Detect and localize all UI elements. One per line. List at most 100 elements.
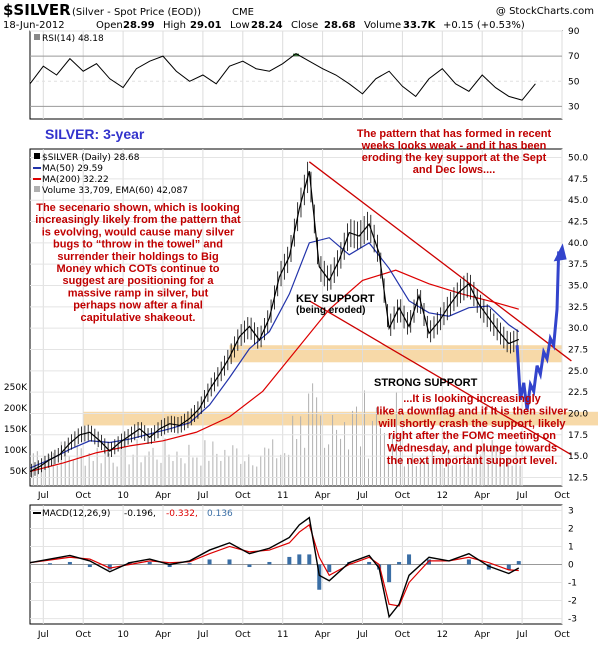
price-xtick-5: Oct <box>235 491 251 501</box>
macd-histogram-bar-11 <box>247 564 252 568</box>
volume-ytick-3: 200K <box>4 404 28 414</box>
pattern-line-0: The pattern that has formed in recent <box>357 128 552 140</box>
stat-label-4: Volume <box>364 20 401 31</box>
rsi-line <box>29 53 536 101</box>
pattern-line-1: weeks looks weak - and it has been <box>361 140 547 152</box>
macd-signal-line <box>29 523 519 607</box>
macd-xtick-5: Oct <box>235 630 251 640</box>
price-ytick-9: 35.0 <box>568 282 588 292</box>
rsi-legend: RSI(14) 48.18 <box>42 34 104 44</box>
macd-histogram-bar-15 <box>307 554 312 565</box>
macd-ytick-6: 3 <box>568 506 574 516</box>
price-ytick-10: 37.5 <box>568 260 588 270</box>
rsi-legend-swatch <box>34 34 40 40</box>
macd-line <box>29 516 520 619</box>
macd-xtick-8: Jul <box>356 630 368 640</box>
macd-ytick-4: 1 <box>568 542 574 552</box>
stat-value-5: +0.15 (+0.53%) <box>443 20 525 31</box>
price-xtick-8: Jul <box>356 491 368 501</box>
strong-support-band <box>83 411 598 426</box>
macd-histogram-bar-19 <box>367 561 372 565</box>
price-legend: $SILVER (Daily) 28.68 <box>42 153 140 163</box>
macd-histogram-bar-14 <box>297 554 302 565</box>
pattern-line-3: and Dec lows.... <box>413 164 496 176</box>
macd-histogram-bar-6 <box>147 561 152 565</box>
price-xtick-6: 11 <box>277 491 288 501</box>
price-xtick-9: Oct <box>395 491 411 501</box>
macd-histogram-bar-28 <box>506 564 511 570</box>
macd-histogram-bar-29 <box>516 561 521 565</box>
channel-upper-line <box>308 161 572 362</box>
projection-arrowhead <box>553 243 567 262</box>
macd-histogram-bar-23 <box>407 554 412 565</box>
downflag-line-1: like a downflag and if it is then silver <box>376 405 568 417</box>
annotation-pattern: The pattern that has formed in recentwee… <box>357 128 552 176</box>
price-xtick-10: 12 <box>437 491 448 501</box>
macd-histogram-bar-1 <box>47 563 52 565</box>
volume-ytick-1: 100K <box>4 446 28 456</box>
price-ytick-3: 20.0 <box>568 409 588 419</box>
downflag-line-5: the next important support level. <box>387 455 558 467</box>
scenario-line-4: surrender their holdings to Big <box>57 251 218 263</box>
price-ytick-13: 45.0 <box>568 196 588 206</box>
price-ytick-11: 40.0 <box>568 239 588 249</box>
scenario-line-6: suggest are positioning for a <box>63 275 215 287</box>
price-xtick-2: 10 <box>117 491 129 501</box>
macd-ytick-0: -3 <box>568 615 577 625</box>
scenario-line-8: perhaps now after a final <box>73 300 203 312</box>
downflag-line-4: Wednesday, and plunge towards <box>387 443 557 455</box>
macd-xtick-12: Jul <box>516 630 528 640</box>
macd-xtick-11: Apr <box>474 630 490 640</box>
macd-histogram-bar-9 <box>207 559 212 565</box>
macd-xtick-10: 12 <box>437 630 448 640</box>
rsi-ob-fill-20 <box>293 53 299 57</box>
downflag-line-3: right after the FOMC meeting on <box>388 430 556 442</box>
price-ytick-12: 42.5 <box>568 218 588 228</box>
price-xtick-3: Apr <box>155 491 171 501</box>
series-lines <box>29 53 572 619</box>
macd-xtick-4: Jul <box>196 630 208 640</box>
volume-legend-swatch <box>34 186 40 192</box>
rsi-ytick-0: 30 <box>568 102 580 112</box>
downflag-line-2: will shortly crash the support, likely <box>377 418 566 430</box>
price-xtick-1: Oct <box>75 491 91 501</box>
price-legend-swatch <box>34 153 40 159</box>
macd-legend-label: MACD(12,26,9) <box>42 509 110 519</box>
volume-legend: Volume 33,709, EMA(60) 42,087 <box>42 186 188 196</box>
price-ytick-5: 25.0 <box>568 367 588 377</box>
channel-lower-line <box>308 300 572 456</box>
stat-label-2: Low <box>230 20 250 31</box>
header-symbol: $SILVER <box>3 1 71 19</box>
grid-lines <box>30 30 563 624</box>
strong-support-label: STRONG SUPPORT <box>374 377 478 389</box>
stat-label-3: Close <box>291 20 318 31</box>
pattern-line-2: eroding the key support at the Sept <box>362 152 547 164</box>
key-support-label: KEY SUPPORT <box>296 293 375 305</box>
macd-xtick-2: 10 <box>117 630 129 640</box>
macd-histogram-bar-7 <box>167 564 172 568</box>
price-ytick-6: 27.5 <box>568 345 588 355</box>
projection-path <box>515 251 561 411</box>
stat-value-3: 28.68 <box>324 20 356 31</box>
header-exchange: CME <box>232 7 254 18</box>
macd-histogram-bar-21 <box>387 564 392 583</box>
volume-ytick-4: 250K <box>4 383 28 393</box>
macd-histogram-bar-13 <box>287 556 292 565</box>
stat-label-0: Open <box>96 20 123 31</box>
scenario-line-2: is evolving, would cause many silver <box>42 226 235 238</box>
macd-xtick-6: 11 <box>277 630 288 640</box>
macd-xtick-13: Oct <box>554 630 570 640</box>
macd-histogram-bar-8 <box>187 563 192 565</box>
scenario-line-1: increasingly likely from the pattern tha… <box>35 214 241 226</box>
macd-histogram-bar-10 <box>227 559 232 565</box>
macd-legend-v3: 0.136 <box>207 509 233 519</box>
macd-ytick-1: -2 <box>568 597 577 607</box>
price-ytick-2: 17.5 <box>568 431 588 441</box>
price-xtick-13: Oct <box>554 491 570 501</box>
rsi-ytick-3: 90 <box>568 27 580 37</box>
volume-ytick-2: 150K <box>4 425 28 435</box>
price-xtick-7: Apr <box>315 491 331 501</box>
macd-histogram-bar-17 <box>327 564 332 573</box>
